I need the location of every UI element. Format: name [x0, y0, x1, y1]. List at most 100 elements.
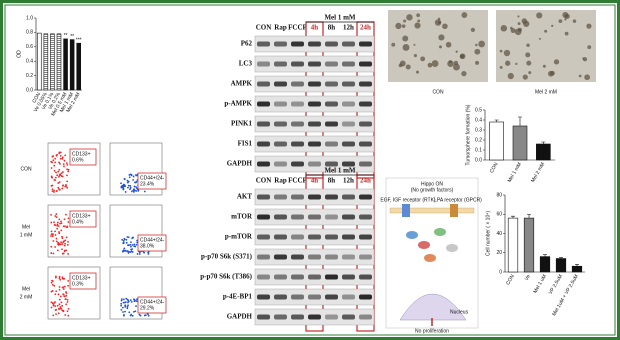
flow-dot: [58, 288, 61, 291]
blot-band: [325, 294, 338, 300]
blot-band: [325, 214, 338, 220]
flow-dot: [61, 243, 64, 245]
rtk-label: EGF, IGF receptor (RTK): [380, 197, 436, 203]
cell: [538, 37, 541, 40]
flow-dot: [56, 249, 59, 252]
flow-dot: [50, 245, 53, 248]
gate-label: 38.0%: [140, 243, 155, 249]
blot-band: [359, 314, 372, 320]
blot-band: [308, 101, 321, 107]
blot-band: [291, 274, 304, 280]
blot-band: [359, 194, 372, 200]
flow-dot: [50, 281, 53, 284]
row-label: 2 mM: [20, 294, 33, 300]
flow-dot: [60, 175, 63, 178]
protein: [446, 244, 458, 252]
error-bar: [511, 215, 515, 219]
flow-dot: [127, 304, 129, 307]
error-bar: [527, 213, 531, 219]
row-label: p-p70 S6k (S371): [201, 253, 253, 261]
flow-dot: [64, 298, 67, 301]
flow-dot: [134, 181, 136, 184]
flow-dot: [60, 222, 63, 225]
blot-band: [308, 141, 321, 147]
lane-label: FCCP: [288, 24, 307, 32]
flow-dot: [55, 290, 58, 293]
flow-dot: [62, 171, 64, 173]
flow-dot: [57, 182, 60, 184]
flow-dot: [66, 310, 69, 313]
blot-band: [257, 101, 270, 107]
flow-dot: [50, 306, 53, 309]
blot-band: [257, 141, 270, 147]
flow-dot: [51, 233, 54, 236]
flow-dot: [54, 224, 57, 227]
blot-band: [325, 194, 338, 200]
cell: [558, 19, 563, 24]
flow-dot: [125, 241, 128, 244]
flow-dot: [54, 234, 57, 236]
cell: [402, 44, 410, 51]
blot-band: [274, 194, 287, 200]
flow-dot: [122, 239, 125, 242]
flow-dot: [128, 176, 131, 179]
flow-dot: [65, 236, 68, 239]
cell: [461, 12, 468, 18]
flow-dot: [54, 157, 57, 160]
cell: [470, 27, 476, 32]
flow-dot: [63, 277, 66, 280]
blot-band: [257, 234, 270, 240]
flow-dot: [54, 176, 57, 179]
flow-dot: [61, 235, 63, 238]
x-tick-label: Ve: [524, 273, 532, 281]
flow-dot: [50, 167, 53, 169]
cell: [515, 62, 518, 66]
blot-band: [308, 234, 321, 240]
blot-band: [257, 254, 270, 260]
flow-dot: [62, 241, 65, 244]
flow-dot: [67, 279, 70, 282]
flow-dot: [123, 238, 126, 241]
flow-dot: [51, 283, 54, 286]
flow-dot: [67, 253, 69, 255]
blot-band: [325, 41, 338, 47]
lane-label: 24h: [360, 177, 371, 185]
receptor: [402, 204, 410, 217]
cell: [437, 21, 441, 24]
y-tick-label: 40: [496, 231, 502, 237]
flow-dot: [147, 253, 150, 255]
cell: [553, 59, 560, 65]
bar: [555, 258, 567, 273]
blot-band: [325, 121, 338, 127]
flow-dot: [137, 189, 140, 192]
cell: [510, 28, 516, 34]
x-tick-label: CON: [489, 161, 500, 174]
blot-band: [291, 161, 304, 167]
flow-dot: [67, 307, 70, 310]
blot-band: [291, 294, 304, 300]
flow-dot: [55, 171, 57, 174]
flow-dot: [53, 221, 55, 224]
flow-dot: [53, 301, 56, 304]
flow-dot: [50, 235, 52, 237]
flow-dot: [135, 243, 138, 246]
blot-band: [257, 274, 270, 280]
bar: [536, 143, 551, 161]
flow-dot: [63, 285, 66, 288]
lane-label: Rap: [274, 24, 287, 32]
cell: [416, 70, 420, 74]
flow-dot: [54, 309, 57, 311]
flow-dot: [65, 303, 68, 306]
flow-dot: [59, 295, 62, 298]
blot-band: [342, 121, 355, 127]
flow-dot: [59, 173, 61, 176]
blot-band: [291, 41, 304, 47]
cell: [523, 20, 530, 27]
blot-band: [359, 274, 372, 280]
row-label: LC3: [239, 60, 253, 68]
cell: [517, 22, 521, 26]
cell: [398, 63, 403, 68]
gate-label: 23.4%: [140, 181, 155, 187]
flow-dot: [138, 253, 141, 255]
